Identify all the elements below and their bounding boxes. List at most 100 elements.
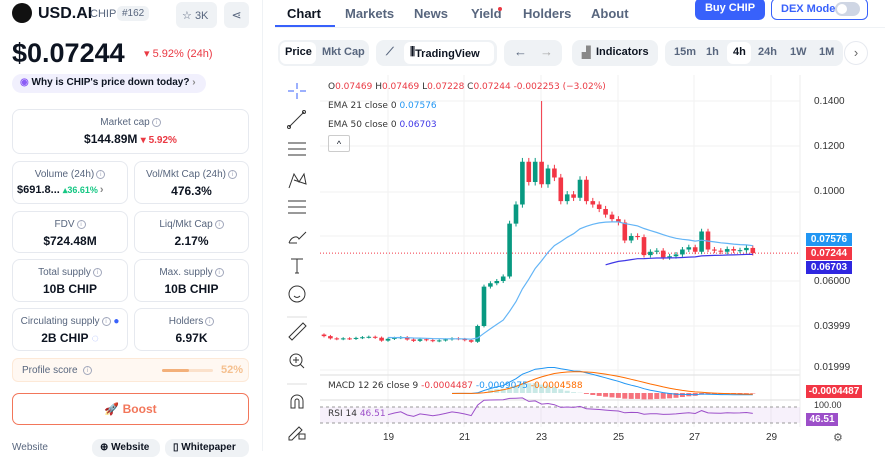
candle-body xyxy=(565,194,570,201)
macd-histogram-bar xyxy=(661,393,666,399)
candle-body xyxy=(725,249,730,252)
candle-body xyxy=(386,339,391,341)
candle-body xyxy=(373,337,378,338)
candle-body xyxy=(731,249,736,251)
candle-body xyxy=(655,251,660,252)
candle-body xyxy=(591,201,596,204)
candle-body xyxy=(667,256,672,257)
candle-body xyxy=(354,338,359,339)
x-tick: 29 xyxy=(766,432,777,443)
candle-body xyxy=(347,338,352,339)
candle-body xyxy=(693,247,698,252)
macd-histogram-bar xyxy=(610,393,615,397)
y-tick: 0.03999 xyxy=(814,321,850,332)
candle-body xyxy=(514,205,519,224)
candle-body xyxy=(437,340,442,341)
candle-body xyxy=(712,250,717,251)
macd-histogram-bar xyxy=(629,393,634,399)
candle-body xyxy=(597,205,602,210)
candle-body xyxy=(443,340,448,341)
candle-body xyxy=(648,252,653,255)
x-tick: 27 xyxy=(689,432,700,443)
macd-histogram-bar xyxy=(597,393,602,396)
candle-body xyxy=(418,339,423,341)
macd-histogram-bar xyxy=(680,393,685,397)
candle-body xyxy=(719,251,724,252)
candle-body xyxy=(738,250,743,251)
ema50-line xyxy=(606,254,753,264)
collapse-legend-button[interactable]: ^ xyxy=(328,135,350,152)
macd-legend: MACD 12 26 close 9 -0.0004487 -0.0009075… xyxy=(328,381,583,391)
candle-body xyxy=(495,281,500,283)
macd-histogram-bar xyxy=(616,393,621,398)
candle-body xyxy=(367,337,372,338)
macd-histogram-bar xyxy=(590,393,595,395)
candle-body xyxy=(520,162,525,205)
candle-body xyxy=(539,162,544,185)
y-tick: 0.01999 xyxy=(814,362,850,373)
y-tick: 0.1200 xyxy=(814,141,845,152)
macd-histogram-bar xyxy=(635,393,640,399)
x-tick: 23 xyxy=(536,432,547,443)
candle-body xyxy=(469,340,474,342)
candle-body xyxy=(610,215,615,220)
macd-histogram-bar xyxy=(571,392,576,393)
candle-body xyxy=(533,162,538,182)
candle-body xyxy=(431,340,436,341)
x-tick: 21 xyxy=(459,432,470,443)
rsi-tag: 46.51 xyxy=(806,413,838,426)
x-tick: 25 xyxy=(613,432,624,443)
y-tick: 0.1000 xyxy=(814,186,845,197)
candle-body xyxy=(584,180,589,201)
x-tick: 19 xyxy=(383,432,394,443)
chart-settings-icon[interactable]: ⚙ xyxy=(833,431,843,444)
candle-body xyxy=(488,283,493,286)
candle-body xyxy=(501,277,506,282)
candle-body xyxy=(687,247,692,249)
ema50-legend: EMA 50 close 0 0.06703 xyxy=(328,120,437,130)
candle-body xyxy=(379,338,384,341)
candle-body xyxy=(642,237,647,255)
candle-body xyxy=(680,250,685,255)
candle-body xyxy=(328,336,333,338)
candle-body xyxy=(341,338,346,339)
y-tick: 0.1400 xyxy=(814,96,845,107)
candle-body xyxy=(552,169,557,178)
macd-histogram-bar xyxy=(584,393,589,394)
candle-body xyxy=(674,254,679,256)
macd-histogram-bar xyxy=(622,393,627,399)
macd-histogram-bar xyxy=(603,393,608,397)
candle-body xyxy=(623,223,628,241)
candle-body xyxy=(744,248,749,250)
candle-body xyxy=(335,338,340,339)
rsi-top-tick: 100.00 xyxy=(814,400,842,410)
candle-body xyxy=(629,236,634,241)
current-price-tag: 0.07244 xyxy=(806,247,852,260)
candle-body xyxy=(559,178,564,202)
ohlc-legend: O0.07469 H0.07469 L0.07228 C0.07244 -0.0… xyxy=(328,82,606,92)
candle-body xyxy=(424,339,429,340)
candle-body xyxy=(635,236,640,237)
ema21-legend: EMA 21 close 0 0.07576 xyxy=(328,101,437,111)
ema50-price-tag: 0.06703 xyxy=(806,261,852,274)
macd-histogram-bar xyxy=(648,393,653,399)
macd-histogram-bar xyxy=(642,393,647,399)
candle-body xyxy=(546,169,551,185)
candle-body xyxy=(475,326,480,342)
candle-body xyxy=(411,340,416,341)
candle-body xyxy=(527,162,532,182)
candle-body xyxy=(322,335,327,337)
rsi-band xyxy=(320,407,800,423)
y-tick: 0.06000 xyxy=(814,276,850,287)
candle-body xyxy=(578,180,583,198)
candle-body xyxy=(699,232,704,252)
candle-body xyxy=(661,251,666,258)
macd-tag: -0.0004487 xyxy=(806,385,862,398)
candle-body xyxy=(360,337,365,338)
candle-body xyxy=(751,248,756,253)
candle-body xyxy=(507,224,512,277)
candle-body xyxy=(571,194,576,197)
ema21-price-tag: 0.07576 xyxy=(806,233,852,246)
macd-histogram-bar xyxy=(565,391,570,393)
candle-body xyxy=(603,209,608,215)
